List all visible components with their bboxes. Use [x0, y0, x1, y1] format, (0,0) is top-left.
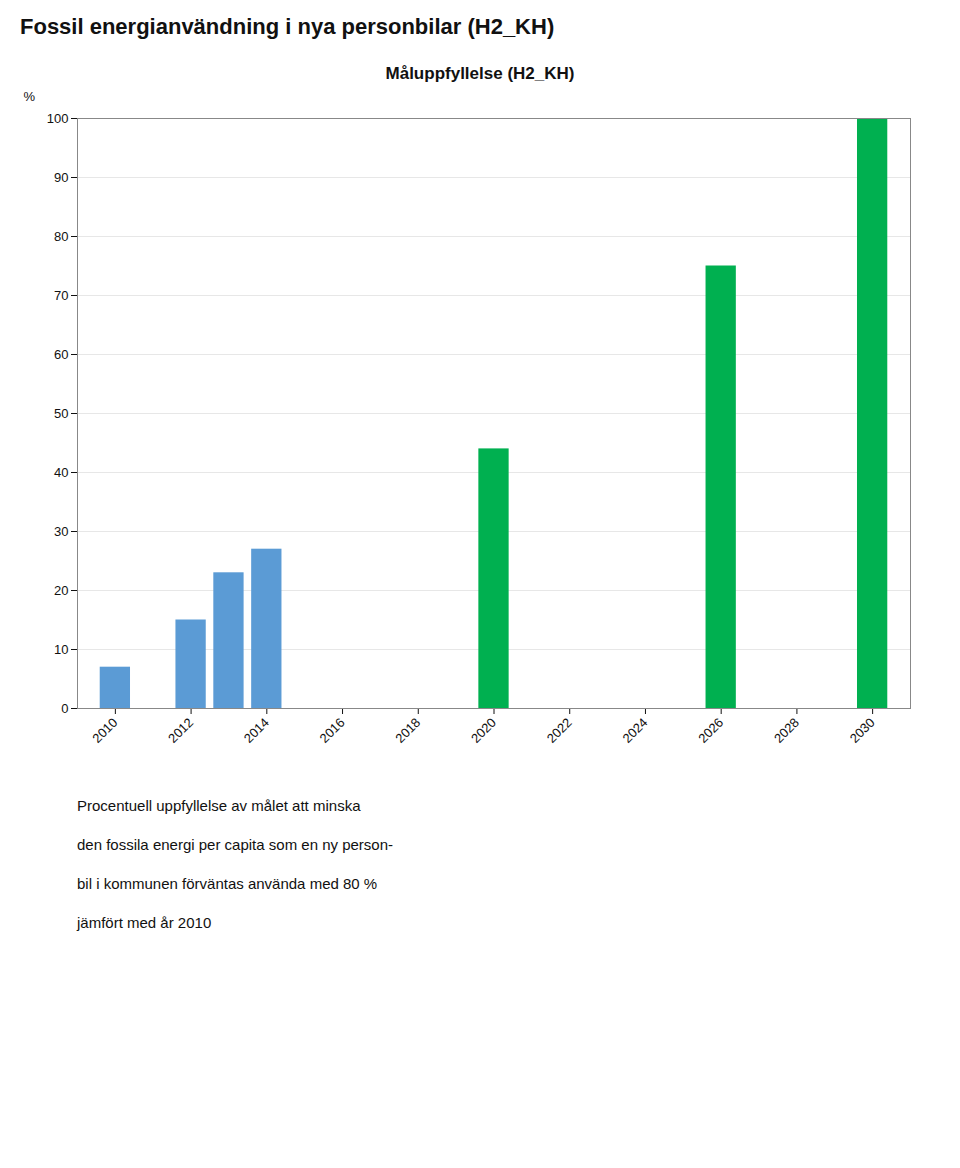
svg-text:%: %: [24, 89, 36, 104]
svg-text:2018: 2018: [392, 715, 423, 746]
svg-text:2016: 2016: [317, 715, 348, 746]
html-text:Procentuell uppfyllelse av mål: Procentuell uppfyllelse av målet att min…: [77, 797, 361, 814]
svg-text:2010: 2010: [89, 715, 120, 746]
html-text:bil i kommunen förväntas använ: bil i kommunen förväntas använda med 80 …: [77, 875, 378, 892]
svg-text:2024: 2024: [619, 715, 650, 746]
svg-text:2014: 2014: [241, 715, 272, 746]
svg-text:2012: 2012: [165, 715, 196, 746]
svg-text:2030: 2030: [847, 715, 878, 746]
svg-text:50: 50: [54, 406, 68, 421]
svg-text:10: 10: [54, 642, 68, 657]
svg-text:70: 70: [54, 288, 68, 303]
html-text:Fossil energianvändning i nya: Fossil energianvändning i nya personbila…: [20, 14, 555, 39]
svg-text:0: 0: [61, 701, 68, 716]
svg-text:40: 40: [54, 465, 68, 480]
svg-text:2026: 2026: [695, 715, 726, 746]
html-text:jämfört med år 2010: jämfört med år 2010: [77, 914, 212, 931]
svg-text:20: 20: [54, 583, 68, 598]
html-text:Måluppfyllelse (H2_KH): Måluppfyllelse (H2_KH): [385, 64, 575, 83]
svg-text:80: 80: [54, 229, 68, 244]
html-text:den fossila energi per capita: den fossila energi per capita som en ny …: [77, 836, 393, 853]
svg-text:60: 60: [54, 347, 68, 362]
svg-text:30: 30: [54, 524, 68, 539]
svg-text:2028: 2028: [771, 715, 802, 746]
svg-text:2022: 2022: [544, 715, 575, 746]
svg-text:90: 90: [54, 170, 68, 185]
svg-text:100: 100: [47, 111, 69, 126]
svg-text:2020: 2020: [468, 715, 499, 746]
